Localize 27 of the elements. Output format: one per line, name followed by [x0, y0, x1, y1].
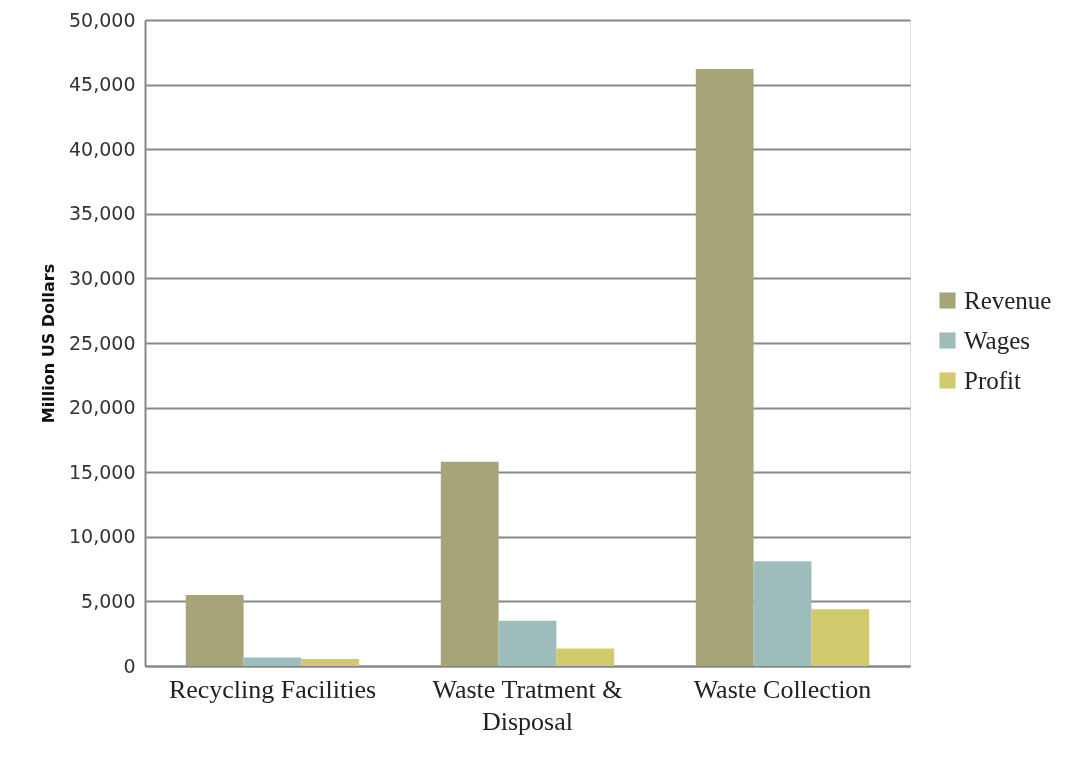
- y-tick-label: 25,000: [69, 331, 136, 354]
- y-tick-label: 5,000: [81, 589, 136, 612]
- y-tick-label: 40,000: [69, 137, 136, 160]
- x-tick-label: Recycling Facilities: [168, 674, 377, 704]
- bar: [811, 609, 870, 666]
- bar: [695, 69, 754, 666]
- y-tick-label: 20,000: [69, 396, 136, 419]
- legend-label: Profit: [964, 366, 1021, 394]
- bar: [753, 561, 812, 666]
- legend-label: Wages: [964, 326, 1031, 354]
- bar: [498, 620, 557, 666]
- bar: [301, 658, 360, 666]
- y-axis-title: Million US Dollars: [39, 263, 59, 424]
- y-tick-label: 45,000: [69, 73, 136, 96]
- y-tick-label: 50,000: [69, 8, 136, 31]
- y-tick-label: 30,000: [69, 266, 136, 289]
- bar: [440, 461, 499, 666]
- y-tick-label: 0: [123, 654, 136, 677]
- bar: [556, 648, 615, 666]
- legend-label: Revenue: [964, 286, 1052, 314]
- bar: [243, 657, 302, 666]
- y-tick-label: 10,000: [69, 525, 136, 548]
- y-tick-label: 15,000: [69, 460, 136, 483]
- x-tick-label: Waste Tratment & Disposal: [432, 674, 623, 736]
- y-tick-label: 35,000: [69, 202, 136, 225]
- bar: [185, 594, 244, 666]
- x-tick-label: Waste Collection: [693, 674, 872, 704]
